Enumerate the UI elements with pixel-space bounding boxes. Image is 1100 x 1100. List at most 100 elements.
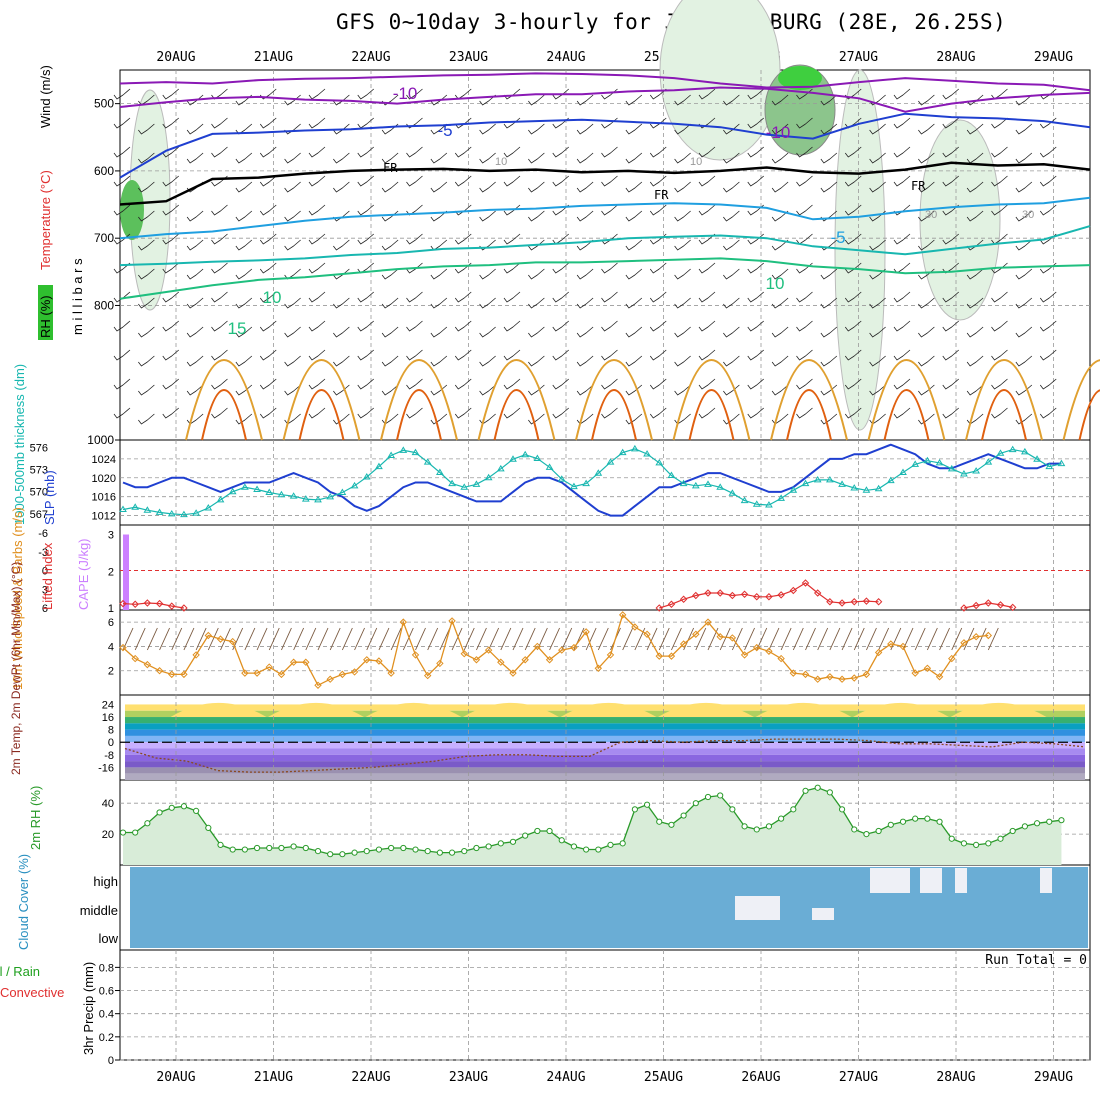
wind10-marker [545,656,554,664]
rh2m-marker [863,830,870,838]
wind-barb [503,349,521,361]
wind-barb [528,94,545,106]
wind-barb [308,262,326,274]
wind-barb [674,268,691,280]
wind-barb [284,152,301,164]
rh2m-marker [851,826,858,833]
rh2m-marker [156,809,163,816]
wind10-barb [890,627,902,651]
wind-barb [601,146,618,158]
wind-barb [576,268,594,280]
wind-barb [747,88,765,100]
thickness-marker [679,479,688,487]
li-marker [716,589,724,597]
wind-barb [723,94,740,106]
rh2m-marker [765,823,773,830]
wind-barb [333,326,350,338]
thickness-marker [338,488,347,495]
rh2m-marker [119,829,127,836]
wind-barb [138,355,155,367]
precip-tick-label: 0 [108,1055,114,1067]
wind-barb [966,210,984,222]
wind-barb [869,181,886,193]
thickness-marker [655,458,664,466]
wind-barb [479,123,496,135]
wind10-marker [216,635,225,643]
rh2m-marker [570,843,578,850]
wind-barb [918,123,935,135]
thickness-marker [143,506,152,513]
wind-barb [869,152,886,164]
wind-barb [771,123,789,135]
wind10-marker [813,675,822,683]
wind-barb [820,355,838,367]
rh2m-marker [546,827,553,835]
cape-tick-label: 1 [108,603,114,615]
rh2m-marker [534,827,541,835]
wind-barb [820,152,838,164]
wind-barb [259,262,277,274]
wind-barb [406,175,423,187]
rh2m-ylabel: 2m RH (%) [28,786,43,850]
wind-barb [698,320,716,332]
cloud-level-label: high [93,874,118,889]
wind-barb [113,204,131,216]
wind10-marker [935,673,944,681]
rh2m-marker [278,844,285,852]
wind10-axis-label: 10m Wind Speed & Barbs (m/s) [10,507,25,690]
thickness-marker [301,495,310,502]
wind-barb [649,378,667,390]
rh-shade-high [120,180,144,240]
wind10-barb [500,627,512,651]
li-marker [813,589,822,597]
rh2m-marker [302,844,309,852]
isotherm-hot [786,389,832,441]
wind-barb [528,384,545,396]
wind10-barb [293,627,305,651]
wind10-marker [643,630,651,638]
temp-tick-label: 8 [108,725,114,737]
wind10-marker [338,670,347,679]
wind-barb [625,94,643,106]
li-axis-label: Lifted Index [40,542,55,610]
pressure-tick-label: 600 [94,164,114,178]
wind-barb [747,262,765,274]
wind10-barb [244,627,256,651]
date-label-bottom: 26AUG [741,1070,780,1085]
wind10-barb [671,627,682,651]
wind10-marker [411,651,420,659]
cape-tick-label: 3 [108,530,114,542]
wind-barb [869,123,886,135]
li-marker [119,599,127,608]
wind-barb [820,268,838,280]
wind-barb [479,355,496,367]
wind-barb [601,291,618,303]
precip-axis-label: 3hr Precip (mm) [81,962,96,1055]
date-label-bottom: 24AUG [546,1070,585,1085]
wind10-marker [862,670,871,679]
wind-barb [966,326,984,338]
thickness-marker [484,473,493,481]
wind10-marker [143,660,152,669]
wind-barb [1039,349,1057,361]
date-label-top: 20AUG [156,50,195,65]
wind-barb [211,320,228,332]
wind-barb [698,378,716,390]
wind-barb [552,262,570,274]
wind10-barb [354,627,365,651]
wind-barb [771,268,789,280]
wind10-barb [829,627,841,651]
precip-legend-rain: Total / Rain [0,964,40,979]
temp-day-bump [755,702,852,718]
li-marker [180,604,188,612]
wind-barb [601,204,618,216]
wind-barb [820,384,838,396]
wind-barb [528,355,545,367]
wind-barb [796,117,813,129]
wind-barb [942,407,960,419]
wind-barb [162,204,180,216]
isotherm-teal [119,225,1091,267]
slp-tick-label: 1024 [92,454,116,466]
wind-barb [1039,320,1057,332]
